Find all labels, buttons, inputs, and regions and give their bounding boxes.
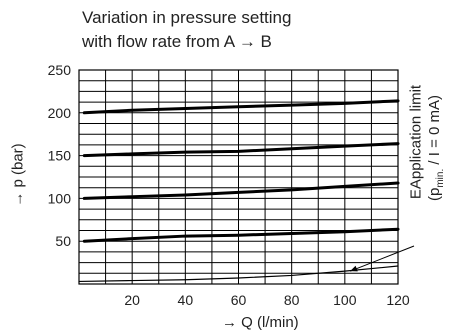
chart-series <box>78 99 400 283</box>
annotation-pointer <box>349 245 415 272</box>
application-limit-condition: (pmin. / I = 0 mA) <box>426 95 446 201</box>
x-tick-label: 80 <box>284 292 300 308</box>
series-line-application-limit <box>78 265 399 283</box>
annot-suffix: / I = 0 mA) <box>426 94 443 169</box>
annot-prefix: (p <box>426 187 443 202</box>
series-line-3 <box>82 227 400 243</box>
chart-title-line-1: Variation in pressure setting <box>82 8 292 27</box>
chart-ticks: 50 100 150 200 250 20 40 60 80 100 120 <box>48 62 410 308</box>
x-tick-label: 40 <box>178 292 194 308</box>
application-limit-label: EApplication limit <box>407 84 425 200</box>
chart-title-line-2: with flow rate from A → B <box>82 32 272 51</box>
series-line-0 <box>82 99 400 115</box>
x-axis-label: → Q (l/min) <box>222 314 299 331</box>
x-tick-label: 20 <box>124 292 140 308</box>
plot-frame <box>78 69 399 285</box>
series-line-2 <box>82 181 400 200</box>
x-tick-label: 100 <box>333 292 357 308</box>
annot-sub: min. <box>435 168 446 188</box>
y-tick-label: 100 <box>48 190 72 206</box>
x-tick-label: 60 <box>231 292 247 308</box>
annotation-arrowhead <box>350 265 358 272</box>
x-tick-label: 120 <box>386 292 410 308</box>
y-tick-label: 200 <box>48 105 72 121</box>
y-axis-label: → p (bar) <box>9 143 27 207</box>
y-tick-label: 150 <box>48 148 72 164</box>
series-line-1 <box>82 142 400 158</box>
y-tick-label: 50 <box>55 233 71 249</box>
annotation-arrow <box>349 245 415 272</box>
y-tick-label: 250 <box>48 62 72 78</box>
